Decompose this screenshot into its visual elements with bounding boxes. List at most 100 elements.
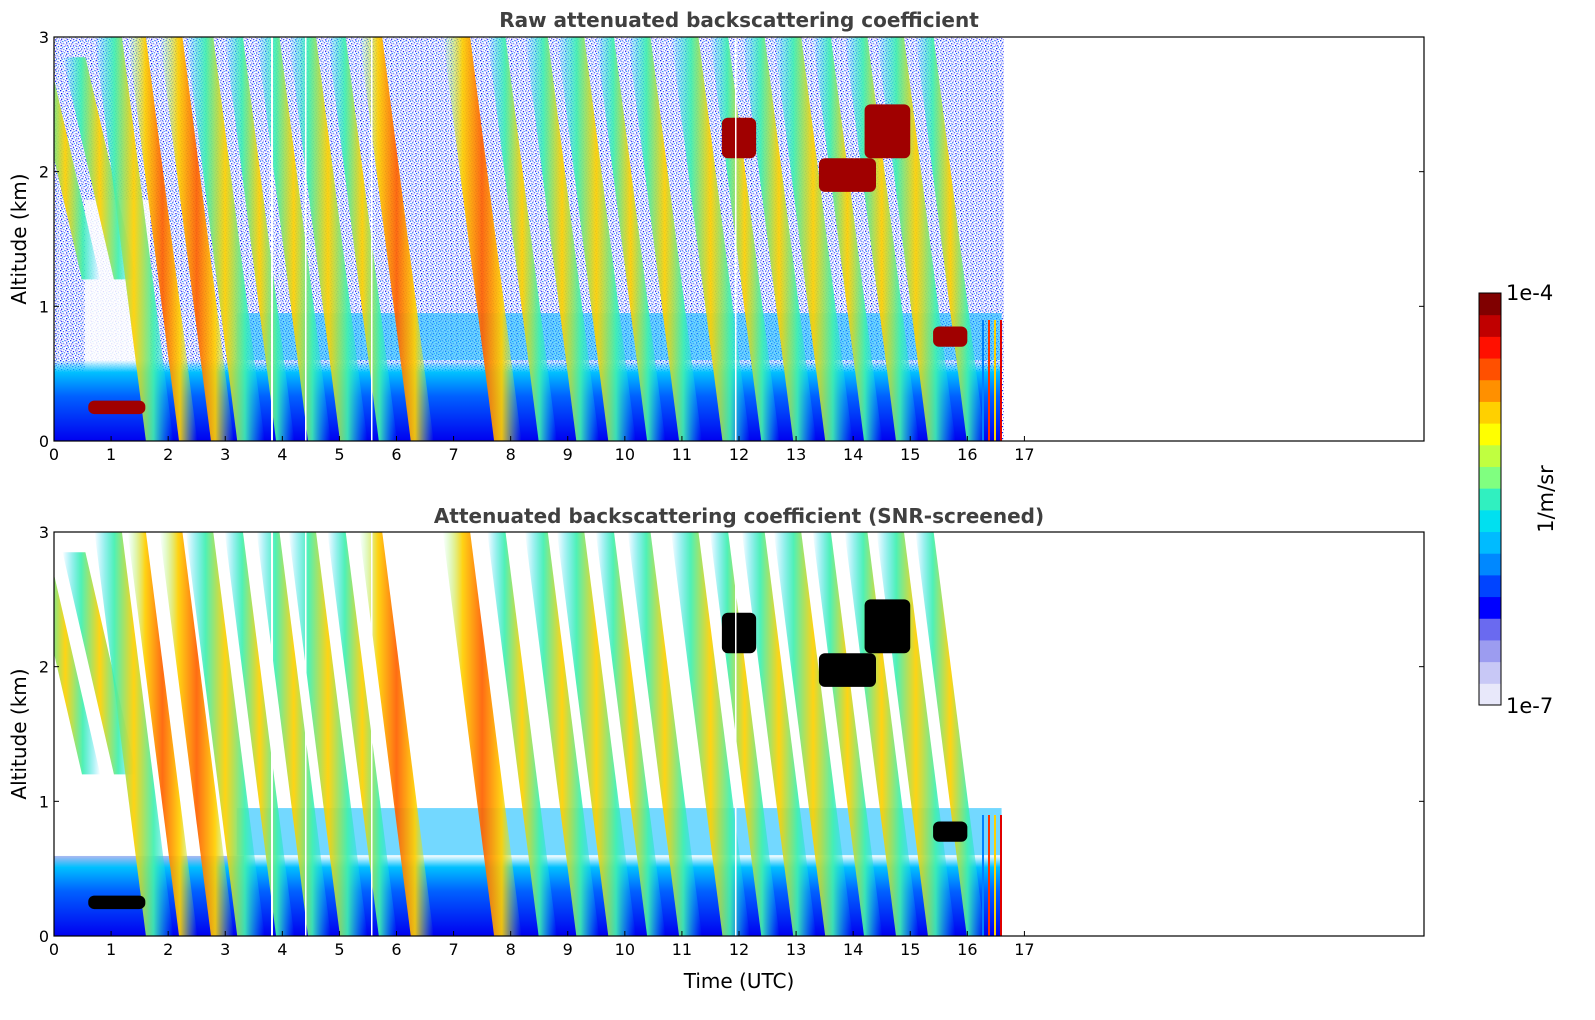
x-tick-label: 7 [448, 940, 458, 959]
x-tick-label: 14 [843, 940, 863, 959]
colorbar-step [1479, 466, 1501, 489]
liquid-cloud-layer [88, 400, 146, 415]
fall-streak [773, 532, 853, 936]
y-axis-label: Altitude (km) [7, 668, 31, 799]
raw-backscatter-panel: Raw attenuated backscattering coefficien… [7, 8, 1425, 464]
colorbar-step [1479, 314, 1501, 337]
fall-streak [812, 532, 883, 936]
x-tick-label: 0 [49, 445, 59, 464]
x-tick-label: 11 [672, 940, 692, 959]
x-axis-label: Time (UTC) [683, 969, 795, 993]
fall-streaks [54, 532, 986, 936]
fall-streak [844, 37, 919, 441]
colorbar-unit-label: 1/m/sr [1534, 465, 1558, 533]
x-tick-label: 3 [220, 445, 230, 464]
x-tick-label: 9 [563, 445, 573, 464]
fall-streak [127, 532, 198, 936]
fall-streak [442, 532, 522, 936]
fall-streak [671, 532, 750, 936]
x-tick-label: 1 [106, 445, 116, 464]
x-tick-label: 16 [957, 445, 977, 464]
fall-streak [915, 532, 986, 936]
x-tick-label: 4 [277, 445, 287, 464]
x-tick-label: 13 [786, 940, 806, 959]
colorbar-step [1479, 639, 1501, 663]
y-tick-label: 1 [39, 297, 49, 316]
fall-streak [159, 37, 234, 441]
y-axis: 0 1 2 3 [39, 28, 1424, 451]
x-tick-label: 6 [391, 940, 401, 959]
x-tick-label: 6 [391, 445, 401, 464]
fall-streak [224, 37, 295, 441]
colorbar-step [1479, 423, 1501, 446]
colorbar-frame [1478, 292, 1502, 706]
colorbar-step [1479, 358, 1501, 381]
x-tick-label: 5 [334, 940, 344, 959]
liquid-cloud-layer [721, 117, 757, 159]
y-axis: 0 1 2 3 [39, 523, 1424, 946]
colorbar-max-label: 1e-4 [1506, 281, 1553, 305]
x-tick-label: 4 [277, 940, 287, 959]
heatmap-area [54, 532, 1424, 936]
y-tick-label: 1 [39, 792, 49, 811]
fall-streak [54, 79, 101, 280]
fall-streak [94, 532, 174, 936]
x-tick-label: 8 [506, 940, 516, 959]
fall-streak [159, 532, 234, 936]
fall-streak [773, 37, 853, 441]
x-tick-label: 5 [334, 445, 344, 464]
colorbar-step [1479, 661, 1501, 684]
x-tick-label: 11 [672, 445, 692, 464]
x-tick-label: 15 [900, 940, 920, 959]
colorbar-step [1479, 379, 1501, 402]
x-tick-label: 8 [506, 445, 516, 464]
fall-streak [741, 37, 817, 441]
colorbar-step [1479, 293, 1501, 316]
x-tick-label: 1 [106, 940, 116, 959]
fall-streak [741, 532, 817, 936]
no-data-region [1003, 532, 1424, 936]
x-tick-label: 10 [615, 445, 635, 464]
fall-streak [595, 532, 666, 936]
fall-streaks [54, 37, 986, 441]
x-axis: 0 1 2 3 4 5 6 7 8 9 10 11 12 13 14 15 16 17 [49, 931, 1035, 959]
fall-streak [256, 37, 331, 441]
colorbar-step [1479, 401, 1501, 424]
x-tick-label: 12 [729, 445, 749, 464]
heatmap-area [54, 37, 1424, 441]
y-tick-label: 3 [39, 523, 49, 542]
screened-backscatter-panel: Attenuated backscattering coefficient (S… [7, 504, 1425, 993]
fall-streak [487, 532, 557, 936]
fall-streak [487, 37, 557, 441]
liquid-cloud-layer [864, 599, 911, 654]
fall-streak [288, 532, 368, 936]
fall-streak [844, 532, 919, 936]
panel-title: Attenuated backscattering coefficient (S… [434, 504, 1044, 528]
liquid-cloud-layer [818, 653, 876, 687]
x-tick-label: 17 [1014, 445, 1034, 464]
colorbar-step [1479, 444, 1501, 467]
x-tick-label: 17 [1014, 940, 1034, 959]
fall-streak [671, 37, 750, 441]
liquid-cloud-layer [933, 326, 968, 347]
colorbar-min-label: 1e-7 [1506, 694, 1553, 718]
colorbar-step [1479, 618, 1501, 641]
no-data-region [1003, 37, 1424, 441]
fall-streak [224, 532, 295, 936]
x-tick-label: 10 [615, 940, 635, 959]
x-tick-label: 3 [220, 940, 230, 959]
colorbar-step [1479, 683, 1501, 706]
fall-streak [256, 532, 331, 936]
x-tick-label: 12 [729, 940, 749, 959]
fall-streak [94, 37, 174, 441]
fall-streak [62, 552, 137, 775]
liquid-cloud-layer [818, 158, 876, 192]
colorbar-step [1479, 488, 1501, 511]
x-tick-label: 15 [900, 445, 920, 464]
fall-streak [556, 37, 636, 441]
liquid-layers [88, 599, 968, 910]
x-tick-label: 7 [448, 445, 458, 464]
colorbar-step [1479, 509, 1501, 533]
liquid-cloud-layer [88, 895, 146, 910]
